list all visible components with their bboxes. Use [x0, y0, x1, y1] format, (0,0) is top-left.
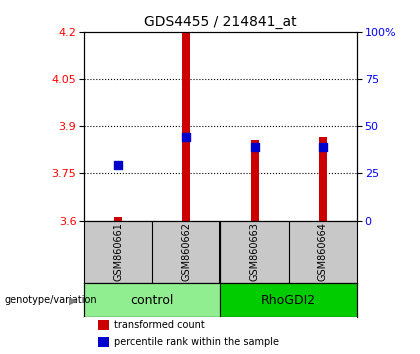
- Title: GDS4455 / 214841_at: GDS4455 / 214841_at: [144, 16, 297, 29]
- Text: genotype/variation: genotype/variation: [4, 295, 97, 305]
- Bar: [250, 140, 259, 221]
- Text: RhoGDI2: RhoGDI2: [261, 294, 316, 307]
- Text: transformed count: transformed count: [114, 320, 205, 330]
- Text: GSM860661: GSM860661: [113, 223, 123, 281]
- Text: GSM860664: GSM860664: [318, 223, 328, 281]
- Text: ▶: ▶: [69, 295, 78, 305]
- Text: GSM860663: GSM860663: [249, 223, 260, 281]
- Text: control: control: [131, 294, 174, 307]
- FancyBboxPatch shape: [220, 284, 357, 317]
- Point: [183, 135, 190, 140]
- Bar: [98, 320, 109, 330]
- Text: percentile rank within the sample: percentile rank within the sample: [114, 337, 279, 347]
- Bar: [98, 337, 109, 347]
- Bar: [114, 217, 122, 221]
- FancyBboxPatch shape: [84, 284, 220, 317]
- Bar: [319, 137, 327, 221]
- Point: [115, 162, 121, 168]
- Point: [251, 144, 258, 149]
- Text: GSM860662: GSM860662: [181, 222, 192, 281]
- Point: [320, 144, 326, 149]
- Bar: [182, 32, 190, 221]
